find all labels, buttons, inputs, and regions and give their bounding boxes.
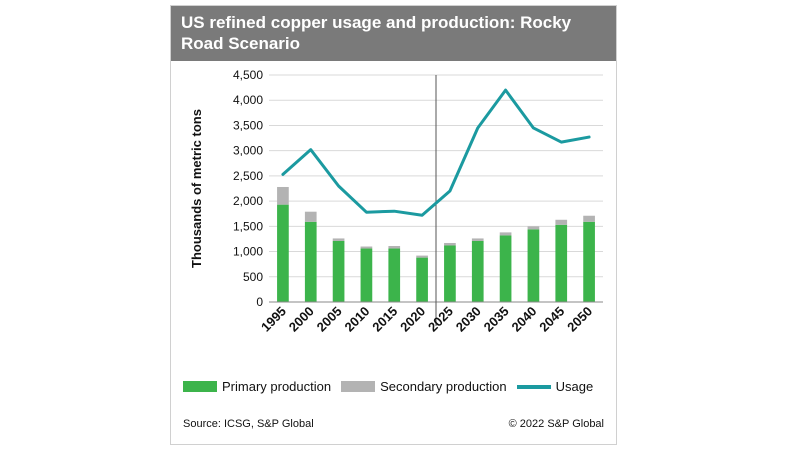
legend-swatch-primary <box>183 381 217 392</box>
source-note: Source: ICSG, S&P Global <box>183 418 314 430</box>
x-tick-label: 2040 <box>508 304 539 335</box>
bar-primary <box>277 204 289 302</box>
bar-secondary <box>527 226 540 230</box>
bar-primary <box>583 221 595 302</box>
bar-secondary <box>304 211 317 222</box>
usage-line <box>281 88 591 217</box>
x-tick-label: 2025 <box>425 304 456 335</box>
x-tick-label: 2050 <box>564 304 595 335</box>
y-tick-label: 4,500 <box>233 68 263 82</box>
y-tick-label: 4,000 <box>233 93 263 107</box>
legend-swatch-usage <box>516 384 551 389</box>
bar-secondary <box>583 215 595 222</box>
bar-primary <box>499 235 512 302</box>
legend-item-usage: Usage <box>516 379 594 394</box>
legend-label-primary: Primary production <box>222 379 332 394</box>
y-tick-label: 1,500 <box>233 219 263 233</box>
bar-primary <box>444 245 456 302</box>
footer: Source: ICSG, S&P Global © 2022 S&P Glob… <box>183 418 604 430</box>
copyright-note: © 2022 S&P Global <box>508 418 604 430</box>
bar-primary <box>555 224 568 302</box>
legend-label-secondary: Secondary production <box>380 379 507 394</box>
bar-secondary <box>332 238 345 241</box>
bar-secondary <box>388 246 401 249</box>
y-tick-label: 1,000 <box>233 245 263 259</box>
y-axis-label: Thousands of metric tons <box>189 109 204 268</box>
x-tick-label: 2005 <box>314 304 345 335</box>
chart-title: US refined copper usage and production: … <box>171 6 616 61</box>
bar-primary <box>360 248 373 302</box>
bar-primary <box>388 248 401 302</box>
bar-secondary <box>360 246 373 249</box>
y-tick-label: 500 <box>243 270 263 284</box>
y-tick-label: 2,500 <box>233 169 263 183</box>
bar-primary <box>304 221 317 302</box>
legend-item-secondary: Secondary production <box>341 379 507 394</box>
bar-secondary <box>471 238 484 241</box>
bar-secondary <box>416 255 428 258</box>
legend-item-primary: Primary production <box>183 379 331 394</box>
bar-primary <box>471 240 484 302</box>
x-tick-label: 2045 <box>536 304 567 335</box>
x-tick-label: 2035 <box>481 304 512 335</box>
y-tick-label: 3,500 <box>233 118 263 132</box>
x-tick-label: 2030 <box>453 304 484 335</box>
bar-secondary <box>444 242 456 246</box>
legend: Primary production Secondary production … <box>183 379 603 394</box>
y-tick-label: 3,000 <box>233 144 263 158</box>
bar-primary <box>332 240 345 302</box>
x-tick-label: 2015 <box>369 304 400 335</box>
chart-card: US refined copper usage and production: … <box>170 5 617 445</box>
x-tick-label: 2010 <box>341 304 372 335</box>
y-tick-label: 2,000 <box>233 194 263 208</box>
chart-svg: 0 500 1,000 1,500 2,000 2,500 3,000 3,500 4,000 4… <box>189 68 603 335</box>
legend-swatch-secondary <box>341 381 376 392</box>
bar-secondary <box>499 232 512 236</box>
x-tick-label: 2000 <box>286 304 317 335</box>
x-tick-label: 2020 <box>397 304 428 335</box>
bar-primary <box>527 229 540 302</box>
bar-primary <box>416 257 428 302</box>
bar-secondary <box>555 219 568 225</box>
bar-secondary <box>277 186 289 205</box>
y-tick-label: 0 <box>256 295 263 309</box>
legend-label-usage: Usage <box>555 379 594 394</box>
